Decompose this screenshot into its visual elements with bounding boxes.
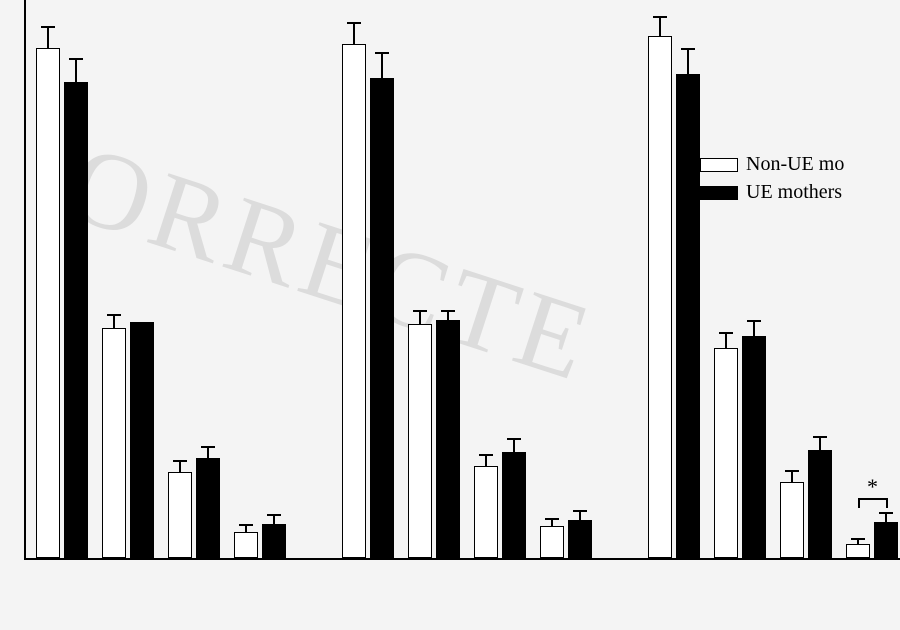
sig-bracket: * (0, 0, 900, 630)
legend-item-non-ue: Non-UE mo (700, 150, 844, 178)
legend-item-ue: UE mothers (700, 178, 844, 206)
sig-star: * (867, 474, 878, 500)
legend-label: UE mothers (746, 181, 842, 203)
legend-label: Non-UE mo (746, 153, 844, 175)
legend-swatch-filled (700, 186, 738, 200)
legend: Non-UE mo UE mothers (700, 150, 844, 206)
bar-chart: ORRECTE * Non-UE mo UE mothers (0, 0, 900, 630)
legend-swatch-open (700, 158, 738, 172)
